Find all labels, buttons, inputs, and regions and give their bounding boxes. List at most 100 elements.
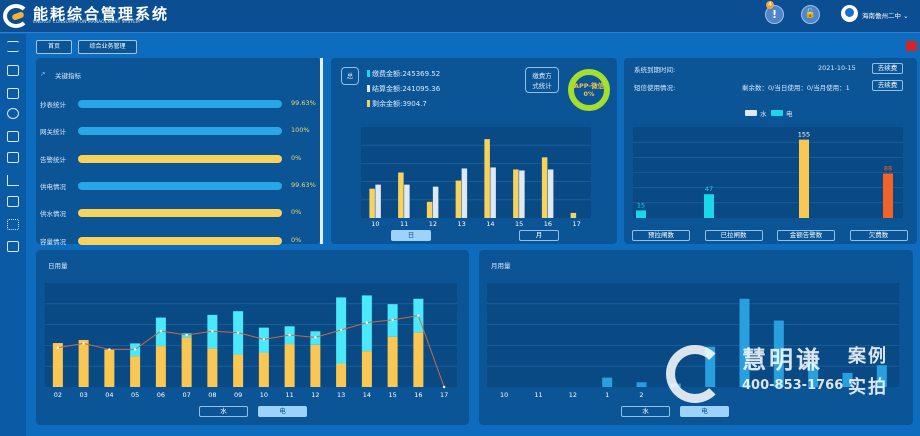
stacked-bar [284,344,295,387]
stacked-bar [207,348,218,387]
close-tab-button[interactable] [906,41,917,51]
bar [461,168,468,218]
bar [883,173,893,218]
breadcrumb-business[interactable]: 综合业务管理 [78,40,137,54]
bar [547,169,554,218]
x-tick-label: 11 [285,391,293,399]
daily-usage-chart: 02 03 04 05 06 07 08 09 10 11 12 13 14 15 16 17 [45,283,457,399]
line-point [82,342,85,345]
expire-label: 系统到期时间: [634,66,676,74]
x-tick-label: 14 [363,391,371,399]
breadcrumb-home[interactable]: 首页 [36,40,72,54]
stacked-bar [155,346,166,387]
yuan-icon[interactable] [7,108,19,119]
line-point [442,385,446,389]
indicators-title: 关键指标 [55,72,81,80]
folder-icon[interactable] [7,88,19,99]
sms-label: 短信使用情况: [634,84,676,92]
x-tick-label: 10 [260,391,268,399]
legend-swatch [367,100,370,107]
indicator-bar [78,181,282,190]
category-button[interactable]: 已拉闸数 [704,230,763,241]
app-subtitle: ENERGY CONSUMPTION MANAGEMENT SYSTEM [33,20,140,25]
download-folder-icon[interactable] [7,152,19,163]
indicator-percent: 100% [291,126,310,135]
key-indicators-panel: ↗ 关键指标 抄表统计 99.63% 网关统计 100% 告警统计 0% 供电情况 9… [36,58,320,246]
stacked-bar [78,340,89,387]
line-point [391,318,394,322]
alarm-bar-chart: 水 电 15 47 155 88 [633,109,903,218]
bar [375,184,381,218]
x-tick-label: 13 [457,220,465,228]
tab-water[interactable]: 水 [199,406,248,417]
monitor-icon[interactable] [7,131,19,142]
alert-icon[interactable]: ! [765,5,784,24]
category-button[interactable]: 预拉闸数 [632,230,690,241]
expire-date: 2021-10-15 [818,64,856,72]
renew-button[interactable]: 去续费 [872,63,903,74]
category-button[interactable]: 金额告警数 [777,230,835,241]
indicator-label: 供水情况 [40,210,66,219]
x-tick-label: 06 [157,391,165,399]
scrollbar[interactable] [320,58,323,244]
bar [484,139,490,218]
image-icon[interactable] [7,241,19,252]
tab-water-monthly[interactable]: 水 [621,406,670,417]
daily-title: 日用量 [48,262,68,270]
menu-icon[interactable] [7,41,19,52]
payment-donut [568,69,610,111]
stacked-bar [181,337,192,387]
stacked-bar [233,354,244,387]
daily-usage-panel: 日用量 02 03 04 05 06 07 08 09 10 11 12 13 14 15 16 17 水 电 [36,250,469,425]
bar [808,363,819,387]
x-tick-label: 12 [311,391,319,399]
x-tick-label: 02 [54,391,62,399]
stacked-bar [361,351,372,387]
sidebar [0,34,26,436]
user-menu[interactable]: 海南儋州二中 ⌄ [862,12,909,20]
bar [398,172,404,218]
tab-day[interactable]: 日 [391,230,431,241]
stacked-bar [310,344,321,387]
line-point [365,321,369,324]
report-icon[interactable] [7,65,19,76]
payment-line: 缴费金额:245369.52 [372,70,441,78]
indicator-bar [78,100,282,108]
x-tick-label: 10 [371,220,379,228]
stacked-bar [130,356,141,387]
tab-month[interactable]: 月 [519,230,559,241]
logo-icon [3,4,29,28]
line-point [262,338,266,341]
bar [739,298,750,387]
bar [490,167,496,218]
data-label: 155 [798,131,810,139]
x-tick-label: 12 [569,391,577,399]
x-tick-label: 09 [234,391,242,399]
renew-sms-button[interactable]: 去续费 [872,80,903,91]
x-tick-label: 12 [429,220,437,228]
line-point [417,314,420,317]
line-chart-icon[interactable] [7,175,19,186]
category-button[interactable]: 欠费数 [849,230,908,241]
line-point [108,348,111,351]
legend-label: 水 [760,109,767,118]
line-point [133,348,137,351]
watermark-tag1: 案例 [848,346,888,367]
data-label: 47 [705,185,713,193]
indicator-bar [78,154,282,163]
lock-icon[interactable]: 🔓 [801,5,820,24]
stacked-bar [336,363,347,387]
bar [636,382,647,387]
apps-icon[interactable] [7,219,19,230]
line-point [159,329,163,333]
bar [541,157,548,218]
line-point [211,330,214,333]
legend-swatch [771,110,783,116]
tab-electric[interactable]: 电 [258,406,307,417]
bar [432,186,439,218]
bar [513,169,519,218]
avatar[interactable] [841,5,858,22]
indicator-percent: 0% [291,235,302,244]
settings-doc-icon[interactable] [7,196,19,207]
tab-electric-monthly[interactable]: 电 [680,406,729,417]
